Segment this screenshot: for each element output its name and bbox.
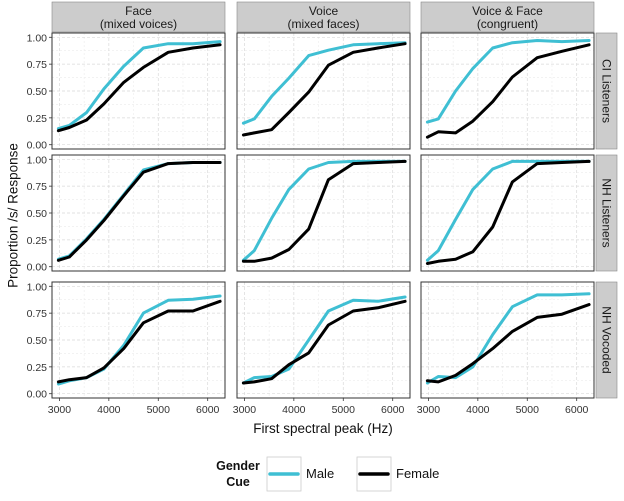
legend-title: Gender — [216, 459, 260, 473]
row-strip: NH Vocoded — [595, 281, 618, 399]
series-line-female — [241, 159, 407, 263]
y-tick-label: 0.25 — [27, 113, 48, 125]
series-line-male — [56, 40, 222, 131]
series-line-female — [56, 161, 222, 262]
row-strip-bg — [595, 154, 618, 272]
column-strip: Face(mixed voices) — [51, 1, 226, 33]
y-tick-label: 0.00 — [27, 262, 48, 274]
series-line-female — [56, 43, 222, 133]
column-strip-title: Voice & Face — [472, 4, 543, 18]
series-line-female — [425, 159, 591, 265]
y-axis-title: Proportion /s/ Response — [6, 143, 21, 288]
column-strip-bg — [420, 1, 595, 33]
panel — [236, 154, 411, 272]
x-tick-label: 6000 — [381, 404, 405, 416]
row-strip-bg — [595, 32, 618, 150]
y-tick-label: 0.75 — [27, 308, 48, 320]
column-strip-subtitle: (congruent) — [477, 17, 538, 31]
panel — [51, 32, 226, 150]
series-line-male — [241, 295, 407, 385]
y-tick-label: 1.00 — [27, 154, 48, 166]
y-tick-label: 1.00 — [27, 281, 48, 293]
row-strip-label: NH Vocoded — [600, 306, 614, 373]
x-tick-label: 4000 — [466, 404, 490, 416]
series-line-female — [425, 43, 591, 139]
column-strip: Voice(mixed faces) — [236, 1, 411, 33]
column-strip-title: Face — [125, 4, 152, 18]
legend: Gender Cue Male Female — [216, 456, 439, 492]
legend-entry-male: Male — [266, 456, 334, 492]
row-strip: NH Listeners — [595, 154, 618, 272]
y-tick-label: 0.50 — [27, 208, 48, 220]
y-tick-label: 0.00 — [27, 140, 48, 152]
panel-border — [236, 32, 411, 150]
y-tick-label: 0.50 — [27, 86, 48, 98]
row-strip-label: NH Listeners — [600, 178, 614, 247]
y-tick-label: 0.75 — [27, 59, 48, 71]
panel-border — [420, 281, 595, 399]
series-line-female — [241, 299, 407, 385]
x-tick-label: 4000 — [282, 404, 306, 416]
series-line-female — [56, 299, 222, 384]
x-tick-label: 3000 — [417, 404, 441, 416]
panel — [420, 281, 595, 399]
series-line-female — [241, 42, 407, 137]
legend-title-line2: Cue — [226, 475, 250, 489]
panel-border — [236, 281, 411, 399]
y-tick-label: 1.00 — [27, 32, 48, 44]
x-tick-label: 5000 — [147, 404, 171, 416]
y-tick-label: 0.25 — [27, 362, 48, 374]
panel — [51, 281, 226, 399]
x-tick-label: 6000 — [565, 404, 589, 416]
legend-label: Male — [306, 466, 334, 481]
row-strip-bg — [595, 281, 618, 399]
panel-border — [420, 154, 595, 272]
panel — [420, 154, 595, 272]
column-strip-bg — [236, 1, 411, 33]
y-tick-label: 0.50 — [27, 335, 48, 347]
x-tick-label: 4000 — [97, 404, 121, 416]
x-axis-title: First spectral peak (Hz) — [253, 421, 393, 436]
panel — [51, 154, 226, 272]
x-tick-label: 5000 — [332, 404, 356, 416]
panel — [420, 32, 595, 150]
x-tick-label: 3000 — [233, 404, 257, 416]
x-tick-label: 3000 — [48, 404, 72, 416]
panel-border — [236, 154, 411, 272]
legend-label: Female — [396, 466, 439, 481]
row-strip: CI Listeners — [595, 32, 618, 150]
panel-border — [420, 32, 595, 150]
series-line-male — [425, 39, 591, 124]
column-strip-subtitle: (mixed faces) — [287, 17, 359, 31]
y-tick-label: 0.75 — [27, 181, 48, 193]
series-line-male — [425, 292, 591, 385]
column-strip-bg — [51, 1, 226, 33]
row-strip-label: CI Listeners — [600, 59, 614, 123]
series-line-female — [425, 303, 591, 384]
panel — [236, 32, 411, 150]
column-strip-title: Voice — [309, 4, 339, 18]
column-strip-subtitle: (mixed voices) — [100, 17, 177, 31]
y-tick-label: 0.25 — [27, 235, 48, 247]
series-line-male — [241, 41, 407, 125]
y-tick-label: 0.00 — [27, 389, 48, 401]
x-tick-label: 5000 — [516, 404, 540, 416]
panel — [236, 281, 411, 399]
column-strip: Voice & Face(congruent) — [420, 1, 595, 33]
x-tick-label: 6000 — [196, 404, 220, 416]
legend-entry-female: Female — [356, 456, 439, 492]
